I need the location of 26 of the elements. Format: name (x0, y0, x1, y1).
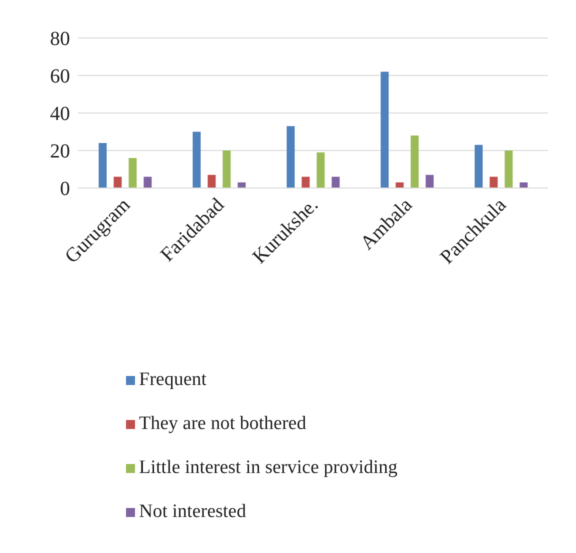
bar (504, 150, 513, 188)
bar (98, 143, 107, 188)
bar (144, 176, 152, 188)
bar (302, 176, 310, 188)
legend-label: They are not bothered (139, 413, 306, 435)
legend-label: Not interested (139, 501, 246, 523)
bar (332, 176, 340, 188)
y-tick-label: 60 (50, 66, 70, 88)
bar (474, 144, 483, 188)
legend-label: Little interest in service providing (139, 457, 398, 479)
y-tick-label: 40 (50, 103, 70, 126)
y-tick-label: 20 (50, 140, 70, 163)
bar (192, 132, 201, 188)
bar (128, 158, 137, 188)
bar (286, 126, 295, 188)
bar (380, 72, 389, 188)
bar (490, 176, 498, 188)
bar (426, 174, 434, 188)
y-tick-label: 0 (60, 178, 70, 200)
bar (316, 152, 325, 188)
bar (208, 174, 216, 188)
bar (114, 176, 122, 188)
legend-label: Frequent (139, 369, 207, 391)
bar (410, 136, 419, 188)
bar (222, 150, 231, 188)
y-tick-label: 80 (50, 28, 70, 50)
